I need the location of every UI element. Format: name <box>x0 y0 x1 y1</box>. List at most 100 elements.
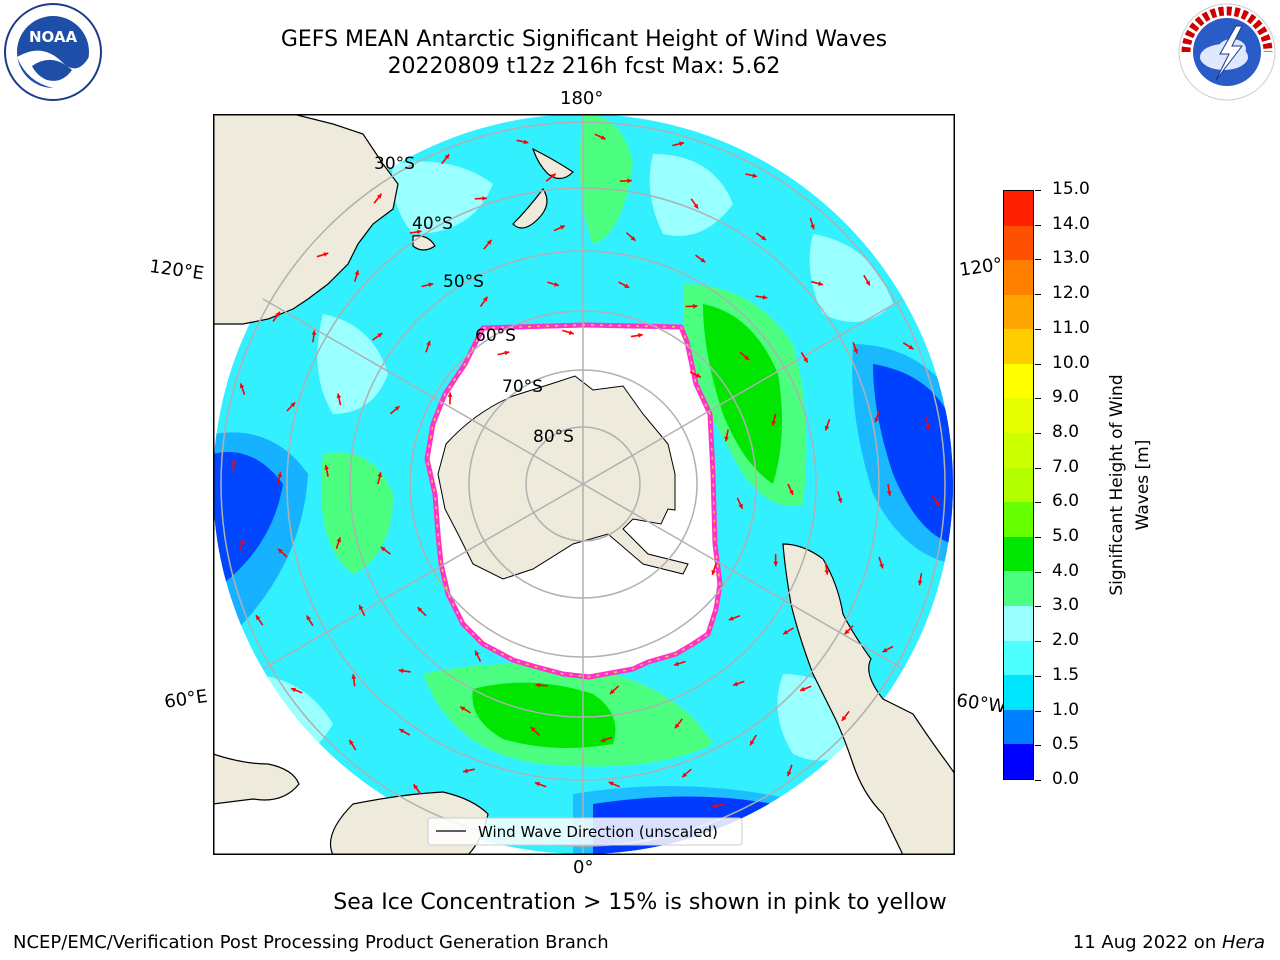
colorbar-swatch <box>1004 363 1033 399</box>
wave-arrow-head <box>624 283 630 288</box>
colorbar-tick-label: 7.0 <box>1052 456 1080 477</box>
wave-arrow-head <box>377 333 383 338</box>
wave-arrow-head <box>523 139 529 145</box>
wave-arrow-head <box>874 417 879 423</box>
colorbar-swatch <box>1004 502 1033 537</box>
colorbar-tick-label: 10.0 <box>1052 352 1090 373</box>
wave-arrow-head <box>428 282 434 287</box>
wave-arrow-head <box>824 569 830 575</box>
colorbar-swatch <box>1004 294 1033 330</box>
colorbar-tick-label: 6.0 <box>1052 491 1080 512</box>
colorbar-tick-mark <box>1035 641 1041 643</box>
plot-title-line2: 20220809 t12z 216h fcst Max: 5.62 <box>387 54 781 79</box>
wave-arrow-head <box>762 294 768 300</box>
colorbar-tick-mark <box>1035 571 1041 573</box>
polar-map: 30°S 40°S 50°S 60°S 70°S 80°S Wind Wave … <box>212 113 956 856</box>
plot-title-line1: GEFS MEAN Antarctic Significant Height o… <box>280 27 888 52</box>
wave-arrow-head <box>773 561 779 567</box>
colorbar-tick-label: 8.0 <box>1052 421 1080 442</box>
wave-arrow-head <box>679 141 684 147</box>
wave-arrow-head <box>800 686 806 692</box>
colorbar-label-line1: Significant Height of Wind <box>1107 374 1127 596</box>
wave-arrow-head <box>535 682 541 688</box>
map-legend: Wind Wave Direction (unscaled) <box>427 817 743 846</box>
colorbar-tick-mark <box>1035 432 1041 434</box>
wave-arrow-head <box>882 647 888 653</box>
wave-arrow-head <box>278 548 283 554</box>
wave-arrow-head <box>354 270 360 276</box>
wave-arrow-head <box>693 203 699 209</box>
colorbar-tick-label: 4.0 <box>1052 560 1080 581</box>
graticule <box>220 114 946 855</box>
colorbar-swatch <box>1004 675 1033 710</box>
wave-arrow-head <box>447 392 453 397</box>
wave-arrow-head <box>239 383 245 389</box>
wave-arrow-head <box>324 464 329 470</box>
colorbar-tick-mark <box>1035 745 1041 747</box>
wave-arrow-head <box>504 350 510 356</box>
wave-arrow-head <box>865 280 870 286</box>
lat-label-40s: 40°S <box>412 214 453 234</box>
colorbar-tick-label: 14.0 <box>1052 213 1090 234</box>
lat-label-60s: 60°S <box>475 326 516 346</box>
wave-arrow-head <box>336 537 342 543</box>
colorbar-tick-mark <box>1035 710 1041 712</box>
wave-arrow-head <box>417 607 423 612</box>
wave-arrow-head <box>712 803 718 809</box>
wave-arrow-head <box>682 772 688 778</box>
footer-host: Hera <box>1221 932 1265 953</box>
wave-arrow-head <box>351 674 357 679</box>
wave-arrow-head <box>231 460 237 465</box>
footer-date: 11 Aug 2022 on <box>1072 932 1222 953</box>
wave-arrow-head <box>311 330 317 335</box>
lon-label-60e: 60°E <box>163 685 209 713</box>
colorbar-tick-mark <box>1035 467 1041 469</box>
wave-arrow-head <box>349 739 354 745</box>
wave-arrow-head <box>291 687 296 693</box>
colorbar-tick-label: 11.0 <box>1052 317 1090 338</box>
wave-arrow-head <box>600 737 606 743</box>
sea-ice-caption: Sea Ice Concentration > 15% is shown in … <box>333 890 947 915</box>
colorbar-tick-mark <box>1035 259 1041 261</box>
wave-arrow-head <box>787 771 792 777</box>
wave-arrow-head <box>608 781 614 786</box>
colorbar-tick-mark <box>1035 328 1041 330</box>
colorbar-tick-mark <box>1035 294 1041 296</box>
latitude-labels: 30°S 40°S 50°S 60°S 70°S 80°S <box>374 154 574 447</box>
colorbar-tick-label: 5.0 <box>1052 526 1080 547</box>
wave-arrow-head <box>377 472 383 478</box>
wave-arrow-head <box>417 229 422 235</box>
wave-arrow-head <box>724 436 729 442</box>
colorbar-tick-mark <box>1035 224 1041 226</box>
wave-arrow-head <box>399 729 405 734</box>
colorbar-tick-label: 13.0 <box>1052 248 1090 269</box>
colorbar-tick-label: 1.0 <box>1052 699 1080 720</box>
lon-label-120e: 120°E <box>148 256 206 285</box>
wave-arrow-head <box>844 629 850 635</box>
wave-arrow-head <box>908 344 914 350</box>
colorbar-swatch <box>1004 260 1033 295</box>
wave-arrow-head <box>841 715 847 721</box>
wave-arrow-head <box>376 193 382 199</box>
wave-arrow-head <box>752 173 758 178</box>
legend-label: Wind Wave Direction (unscaled) <box>478 823 718 841</box>
colorbar-tick-mark <box>1035 190 1041 191</box>
wave-arrow-head <box>917 580 923 586</box>
wave-arrow-head <box>674 661 679 667</box>
noaa-logo: NOAA <box>2 2 104 102</box>
lon-label-0: 0° <box>573 857 594 878</box>
map-frame <box>213 114 955 855</box>
wave-arrow-head <box>275 311 280 317</box>
colorbar-tick-label: 9.0 <box>1052 387 1080 408</box>
colorbar-tick-label: 0.5 <box>1052 734 1080 755</box>
wave-arrow-head <box>306 615 311 621</box>
wind-wave-arrows <box>231 133 940 809</box>
wave-arrow-head <box>559 225 565 230</box>
colorbar-swatch <box>1004 329 1033 364</box>
wave-arrow-head <box>240 539 245 545</box>
wave-arrow-head <box>256 615 261 621</box>
wave-arrow-head <box>638 333 643 338</box>
wave-arrow-head <box>290 402 296 408</box>
lon-label-60w: 60°W <box>955 690 1008 718</box>
wave-arrow-head <box>380 546 386 552</box>
